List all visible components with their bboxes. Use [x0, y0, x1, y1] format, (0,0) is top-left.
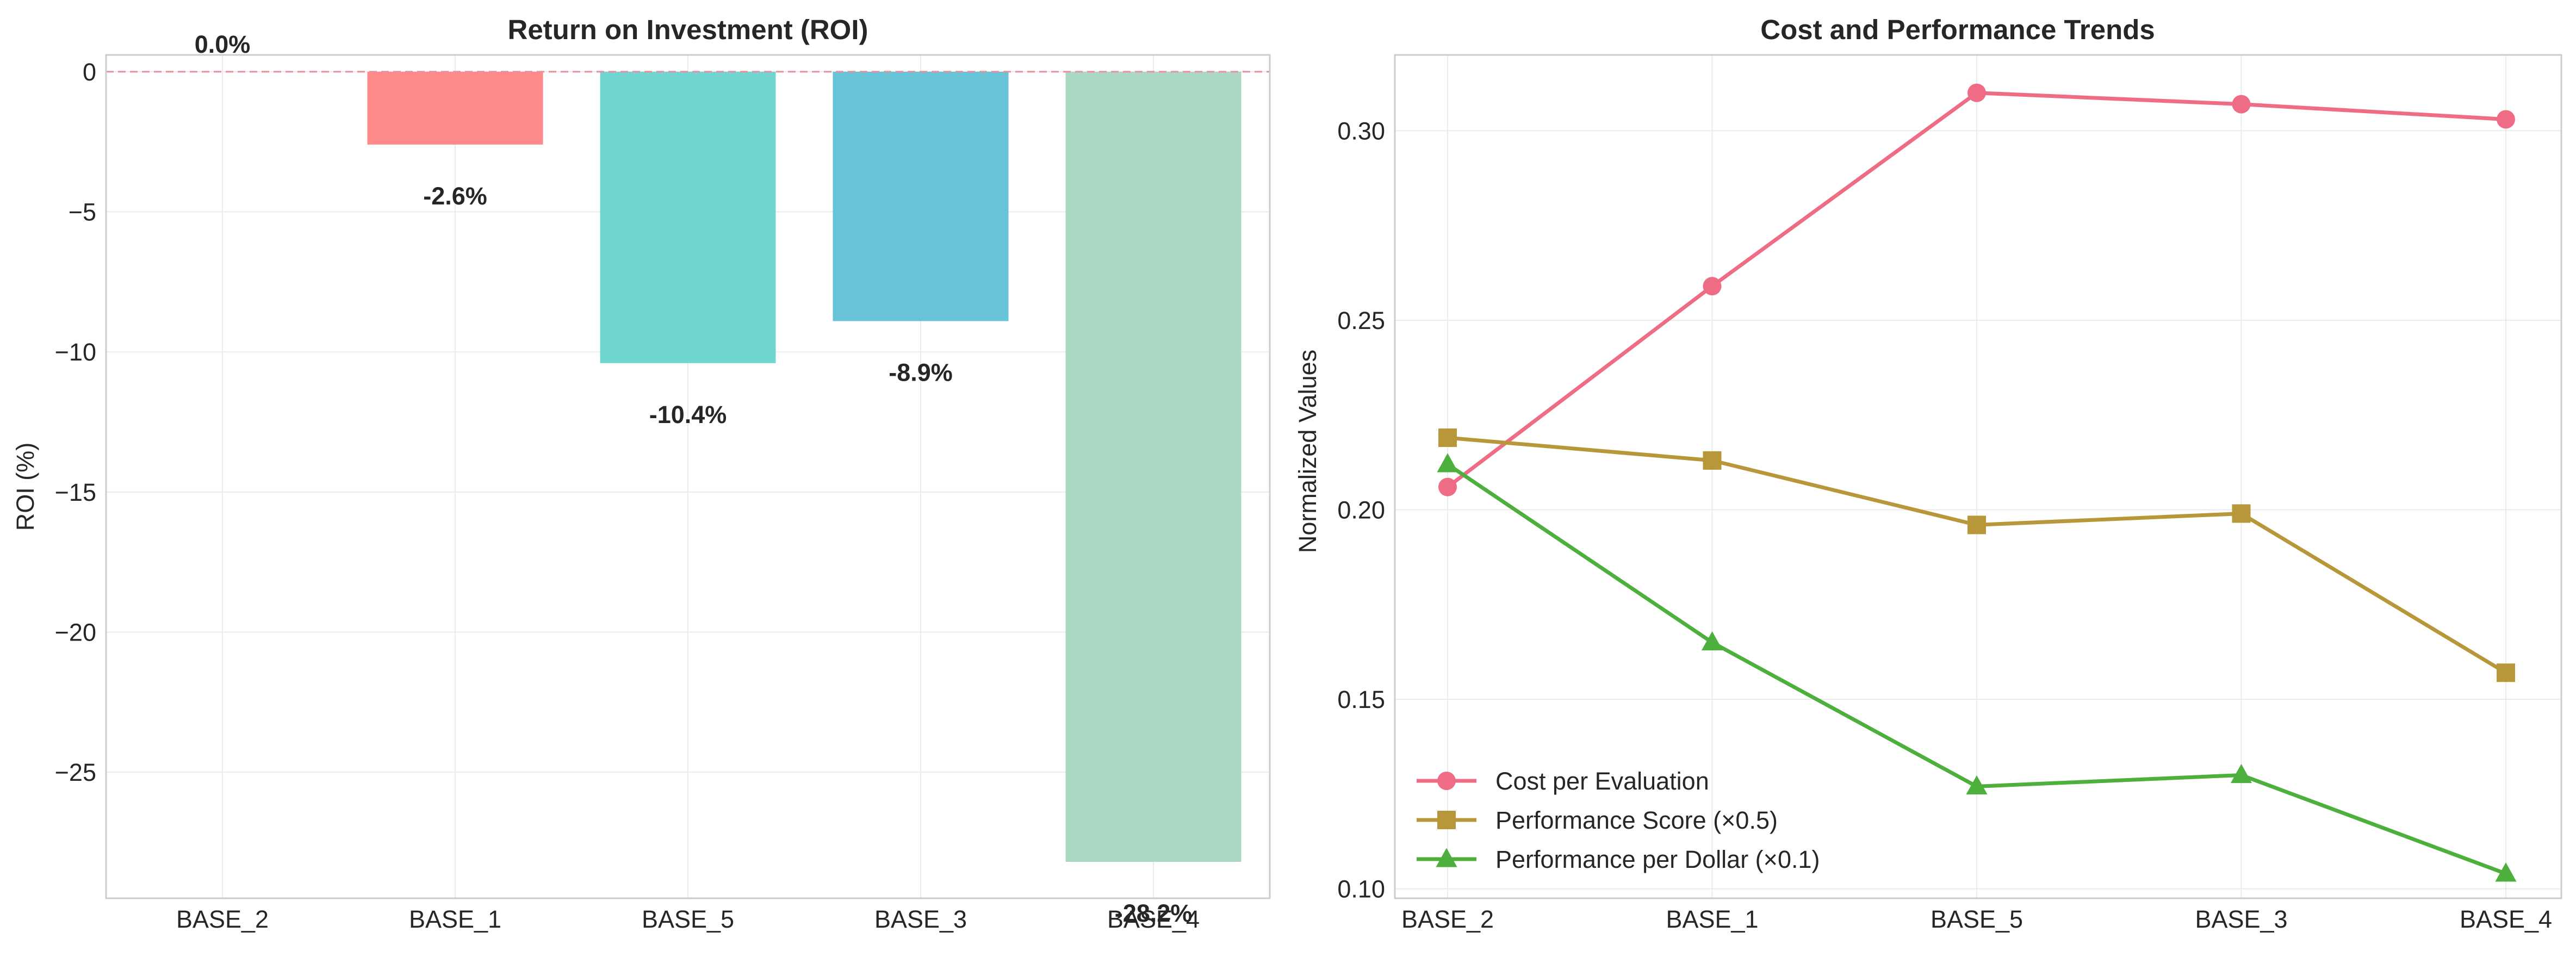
- roi-y-tick-label: −10: [55, 338, 96, 366]
- series-3-point: [1966, 775, 1988, 795]
- series-1-point: [1703, 277, 1722, 296]
- trends-chart-title: Cost and Performance Trends: [1760, 14, 2155, 45]
- roi-x-tick-label: BASE_2: [176, 905, 269, 933]
- roi-y-axis-label: ROI (%): [11, 443, 39, 531]
- roi-chart-title: Return on Investment (ROI): [507, 14, 868, 45]
- roi-x-tick-label: BASE_5: [642, 905, 734, 933]
- roi-x-tick-label: BASE_4: [1107, 905, 1200, 933]
- trends-y-tick-label: 0.15: [1337, 686, 1385, 713]
- trends-x-tick-label: BASE_5: [1931, 905, 2023, 933]
- trends-plot-area: [1395, 55, 2561, 898]
- roi-y-tick-label: 0: [83, 58, 96, 86]
- series-2-point: [1703, 451, 1722, 470]
- roi-bar: [1065, 71, 1242, 862]
- roi-y-tick-label: −20: [55, 618, 96, 646]
- roi-bar-chart: Return on Investment (ROI) ROI (%) 0 −5 −1…: [11, 14, 1271, 933]
- roi-bar: [367, 71, 543, 145]
- trends-y-tick-label: 0.30: [1337, 117, 1385, 145]
- series-2-point: [1438, 428, 1457, 448]
- legend-entry-label: Performance per Dollar (×0.1): [1495, 846, 1820, 873]
- series-1-point: [1967, 83, 1986, 102]
- trends-y-axis-label: Normalized Values: [1294, 350, 1321, 553]
- roi-bar: [833, 71, 1009, 321]
- legend-swatch-marker: [1437, 811, 1456, 829]
- roi-plot-frame: [105, 54, 1271, 899]
- trends-x-tick-label: BASE_4: [2460, 905, 2552, 933]
- trends-plot-frame: [1394, 54, 2562, 899]
- series-2-point: [1967, 515, 1986, 535]
- legend-entry-label: Performance Score (×0.5): [1495, 806, 1778, 834]
- roi-bar-value-label: -10.4%: [649, 401, 727, 428]
- series-3-point: [2495, 862, 2517, 882]
- series-1-point: [2232, 95, 2251, 114]
- roi-bar: [600, 71, 776, 363]
- trends-y-tick-label: 0.20: [1337, 496, 1385, 524]
- roi-bar-value-label: -28.2%: [1115, 899, 1193, 927]
- trends-x-tick-label: BASE_1: [1666, 905, 1758, 933]
- legend-swatch-marker: [1436, 848, 1457, 867]
- trends-x-tick-label: BASE_3: [2195, 905, 2287, 933]
- roi-bar-value-label: -2.6%: [423, 182, 487, 210]
- roi-y-tick-label: −5: [69, 198, 96, 226]
- roi-x-tick-label: BASE_3: [874, 905, 967, 933]
- series-3-point: [2230, 763, 2252, 784]
- trends-y-tick-label: 0.10: [1337, 875, 1385, 903]
- legend-swatch-marker: [1437, 772, 1456, 790]
- series-2-point: [2232, 504, 2251, 523]
- roi-bar-value-label: -8.9%: [889, 359, 953, 387]
- series-1-point: [1438, 477, 1457, 496]
- roi-bar-value-label: 0.0%: [195, 30, 251, 58]
- series-3-point: [1701, 631, 1723, 651]
- trends-y-tick-label: 0.25: [1337, 307, 1385, 334]
- series-2-point: [2497, 663, 2515, 682]
- cost-performance-line-chart: Cost and Performance Trends Normalized V…: [1294, 14, 2562, 933]
- series-1-point: [2497, 110, 2515, 129]
- legend-entry-label: Cost per Evaluation: [1495, 767, 1709, 795]
- series-3-point: [1437, 453, 1458, 473]
- trends-x-tick-label: BASE_2: [1401, 905, 1494, 933]
- roi-y-tick-label: −25: [55, 759, 96, 786]
- roi-x-tick-label: BASE_1: [409, 905, 501, 933]
- roi-y-tick-label: −15: [55, 478, 96, 506]
